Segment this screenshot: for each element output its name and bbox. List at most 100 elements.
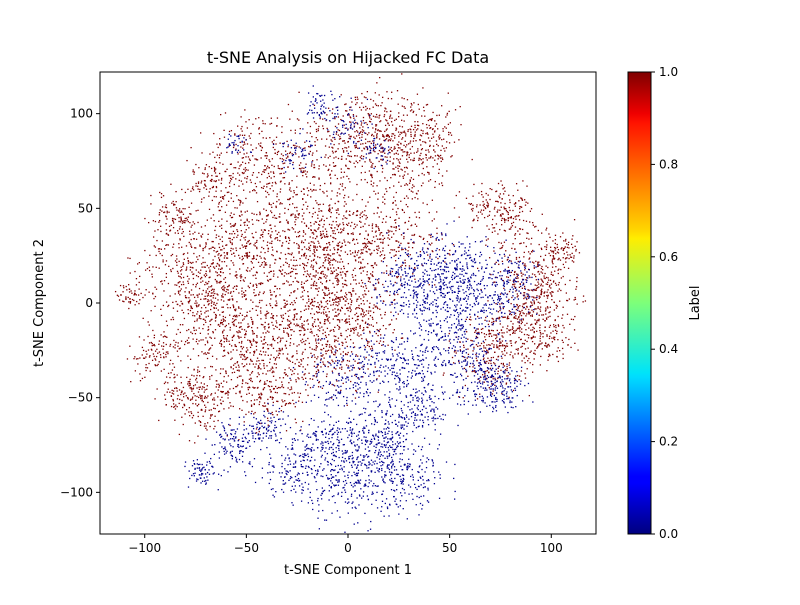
scatter-point (165, 215, 167, 217)
scatter-point (504, 221, 506, 223)
scatter-point (247, 387, 249, 389)
scatter-point (394, 294, 396, 296)
scatter-point (270, 242, 273, 245)
scatter-point (259, 282, 262, 284)
scatter-point (355, 312, 358, 314)
scatter-point (346, 404, 348, 406)
scatter-point (244, 294, 247, 296)
scatter-point (334, 345, 336, 347)
scatter-point (313, 233, 315, 235)
scatter-point (177, 292, 180, 294)
scatter-point (204, 283, 206, 286)
scatter-point (297, 325, 299, 327)
scatter-point (344, 304, 346, 306)
scatter-point (364, 171, 366, 174)
scatter-point (327, 287, 329, 290)
scatter-point (151, 273, 153, 275)
scatter-point (250, 378, 252, 380)
scatter-point (401, 208, 403, 211)
scatter-point (421, 163, 423, 165)
scatter-point (151, 349, 153, 351)
scatter-point (395, 191, 397, 194)
scatter-point (251, 258, 254, 260)
scatter-point (282, 353, 284, 355)
scatter-point (222, 293, 224, 295)
scatter-point (193, 375, 195, 377)
scatter-point (279, 348, 281, 350)
scatter-point (182, 265, 184, 267)
scatter-point (207, 233, 209, 236)
scatter-point (574, 298, 577, 300)
scatter-point (357, 315, 360, 317)
scatter-point (340, 118, 342, 121)
scatter-point (198, 403, 200, 406)
scatter-point (270, 298, 272, 300)
scatter-point (297, 324, 300, 326)
scatter-point (202, 318, 205, 321)
scatter-point (170, 224, 172, 226)
scatter-point (299, 264, 301, 266)
scatter-point (514, 248, 516, 250)
scatter-point (194, 442, 196, 444)
scatter-point (338, 280, 340, 282)
scatter-point (408, 216, 411, 219)
scatter-point (362, 313, 365, 315)
scatter-point (349, 214, 351, 217)
scatter-point (153, 343, 155, 346)
scatter-point (250, 405, 253, 407)
scatter-point (218, 281, 220, 284)
scatter-point (196, 369, 199, 371)
scatter-point (351, 274, 353, 276)
scatter-point (269, 291, 272, 293)
scatter-point (262, 120, 264, 122)
scatter-point (389, 252, 391, 254)
scatter-point (336, 280, 338, 282)
scatter-point (249, 282, 252, 284)
scatter-point (234, 362, 236, 365)
scatter-point (248, 411, 250, 413)
scatter-point (272, 324, 274, 326)
scatter-point (244, 290, 247, 292)
scatter-point (206, 219, 208, 221)
scatter-point (307, 258, 310, 261)
scatter-point (368, 306, 371, 308)
scatter-point (200, 263, 203, 265)
scatter-point (326, 340, 329, 343)
scatter-point (335, 335, 337, 338)
scatter-point (369, 253, 371, 255)
scatter-point (228, 145, 230, 147)
scatter-point (419, 154, 421, 157)
scatter-point (279, 142, 281, 144)
scatter-point (298, 329, 301, 332)
scatter-point (368, 224, 370, 227)
scatter-point (266, 310, 268, 313)
scatter-point (127, 257, 129, 259)
scatter-point (178, 220, 180, 223)
scatter-point (291, 301, 293, 304)
scatter-point (397, 159, 400, 161)
scatter-point (301, 353, 303, 355)
scatter-point (400, 143, 402, 145)
scatter-point (355, 121, 357, 124)
scatter-point (329, 255, 332, 257)
scatter-point (214, 172, 217, 174)
scatter-point (319, 321, 321, 324)
scatter-point (160, 308, 162, 310)
scatter-point (497, 209, 499, 211)
scatter-point (292, 161, 294, 164)
scatter-point (277, 386, 280, 389)
scatter-point (426, 159, 428, 161)
scatter-point (354, 259, 357, 261)
scatter-point (175, 255, 178, 257)
scatter-point (395, 166, 397, 168)
scatter-point (380, 231, 383, 234)
scatter-point (301, 167, 303, 169)
scatter-point (268, 331, 270, 333)
scatter-point (425, 157, 427, 159)
scatter-point (187, 262, 190, 264)
scatter-point (283, 299, 286, 301)
scatter-point (374, 231, 377, 233)
scatter-point (335, 296, 338, 298)
scatter-point (282, 317, 284, 320)
scatter-point (360, 262, 362, 264)
